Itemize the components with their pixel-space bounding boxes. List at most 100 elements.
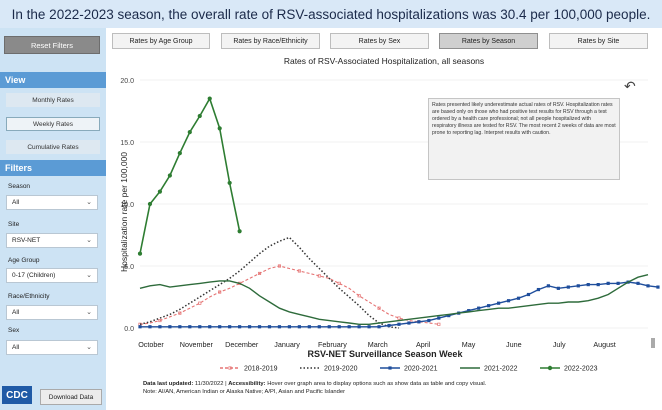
season-filter-label: Season: [8, 183, 31, 190]
data-point[interactable]: [157, 189, 163, 194]
data-point[interactable]: [147, 201, 153, 207]
data-point[interactable]: [367, 325, 371, 329]
data-point[interactable]: [237, 229, 242, 234]
data-point[interactable]: [377, 325, 381, 329]
data-point[interactable]: [337, 325, 341, 329]
scroll-handle[interactable]: [651, 338, 655, 348]
data-point[interactable]: [417, 320, 421, 324]
data-point[interactable]: [606, 281, 610, 285]
data-point[interactable]: [586, 283, 590, 287]
reset-filters-button[interactable]: Reset Filters: [4, 36, 100, 54]
data-point[interactable]: [447, 314, 451, 318]
data-point[interactable]: [287, 325, 292, 329]
age-group-filter-select[interactable]: 0-17 (Children) ⌄: [6, 268, 98, 283]
series-line-2019-2020[interactable]: [139, 236, 400, 329]
data-point[interactable]: [506, 299, 511, 303]
data-point[interactable]: [218, 290, 222, 294]
site-filter-select[interactable]: RSV-NET ⌄: [6, 233, 98, 248]
data-point[interactable]: [168, 325, 172, 329]
tab-season[interactable]: Rates by Season: [439, 33, 538, 49]
data-point[interactable]: [197, 113, 202, 119]
data-point[interactable]: [247, 325, 252, 329]
data-point[interactable]: [546, 284, 550, 288]
data-point[interactable]: [158, 325, 162, 329]
data-point[interactable]: [496, 301, 501, 305]
filters-header: Filters: [0, 160, 106, 176]
data-point[interactable]: [576, 284, 580, 288]
sex-filter-select[interactable]: All ⌄: [6, 340, 98, 355]
data-point[interactable]: [307, 325, 311, 329]
data-point[interactable]: [397, 316, 401, 320]
data-point[interactable]: [616, 281, 620, 285]
data-point[interactable]: [257, 271, 262, 275]
data-point[interactable]: [188, 325, 192, 329]
data-point[interactable]: [198, 325, 202, 329]
data-point[interactable]: [357, 325, 361, 329]
data-point[interactable]: [566, 285, 570, 289]
data-point[interactable]: [427, 318, 431, 323]
data-point[interactable]: [207, 96, 212, 101]
data-point[interactable]: [387, 323, 391, 328]
data-point[interactable]: [158, 319, 162, 323]
data-point[interactable]: [516, 296, 521, 300]
tab-age-group[interactable]: Rates by Age Group: [112, 33, 210, 49]
season-filter-select[interactable]: All ⌄: [6, 195, 98, 210]
data-point[interactable]: [138, 325, 142, 329]
series-line-2021-2022[interactable]: [139, 274, 649, 325]
series-line-2018-2019[interactable]: [139, 265, 439, 325]
download-data-button[interactable]: Download Data: [40, 389, 102, 405]
data-point[interactable]: [148, 325, 152, 329]
data-point[interactable]: [228, 325, 232, 329]
data-point[interactable]: [217, 126, 222, 131]
data-point[interactable]: [556, 286, 560, 290]
race-filter-select[interactable]: All ⌄: [6, 305, 98, 320]
legend-marker: [228, 366, 232, 370]
data-point[interactable]: [337, 281, 341, 285]
data-point[interactable]: [327, 325, 331, 329]
data-point[interactable]: [377, 306, 381, 310]
series-line-2022-2023[interactable]: [139, 96, 241, 254]
data-point[interactable]: [297, 269, 301, 273]
data-point[interactable]: [526, 292, 531, 297]
data-point[interactable]: [167, 173, 172, 178]
data-point[interactable]: [257, 325, 262, 329]
view-monthly-button[interactable]: Monthly Rates: [6, 93, 100, 107]
view-cumulative-button[interactable]: Cumulative Rates: [6, 140, 100, 154]
data-point[interactable]: [487, 304, 491, 308]
data-point[interactable]: [467, 309, 471, 313]
data-point[interactable]: [297, 325, 301, 329]
back-arrow-icon[interactable]: ↶: [624, 78, 636, 94]
data-point[interactable]: [357, 294, 361, 298]
data-point[interactable]: [208, 325, 212, 329]
tab-sex[interactable]: Rates by Sex: [330, 33, 429, 49]
data-point[interactable]: [437, 322, 441, 326]
tab-site[interactable]: Rates by Site: [549, 33, 648, 49]
data-point[interactable]: [137, 251, 143, 256]
data-point[interactable]: [227, 180, 232, 186]
data-point[interactable]: [267, 325, 272, 329]
data-point[interactable]: [198, 301, 202, 305]
data-point[interactable]: [636, 281, 640, 285]
data-point[interactable]: [646, 284, 650, 288]
view-weekly-button[interactable]: Weekly Rates: [6, 117, 100, 131]
data-point[interactable]: [277, 264, 282, 268]
data-point[interactable]: [238, 325, 242, 329]
data-point[interactable]: [317, 274, 321, 278]
data-point[interactable]: [656, 285, 660, 289]
data-point[interactable]: [218, 325, 222, 329]
data-point[interactable]: [477, 306, 481, 310]
data-point[interactable]: [407, 321, 411, 325]
data-point[interactable]: [277, 325, 282, 329]
data-point[interactable]: [347, 325, 351, 329]
data-point[interactable]: [437, 316, 441, 320]
data-point[interactable]: [177, 151, 182, 156]
data-point[interactable]: [317, 325, 321, 329]
tab-race-ethnicity[interactable]: Rates by Race/Ethnicity: [221, 33, 320, 49]
data-point[interactable]: [536, 287, 541, 292]
data-point[interactable]: [187, 129, 192, 135]
data-point[interactable]: [178, 311, 182, 315]
data-point[interactable]: [596, 283, 600, 287]
data-point[interactable]: [397, 322, 401, 326]
data-point[interactable]: [178, 325, 182, 329]
